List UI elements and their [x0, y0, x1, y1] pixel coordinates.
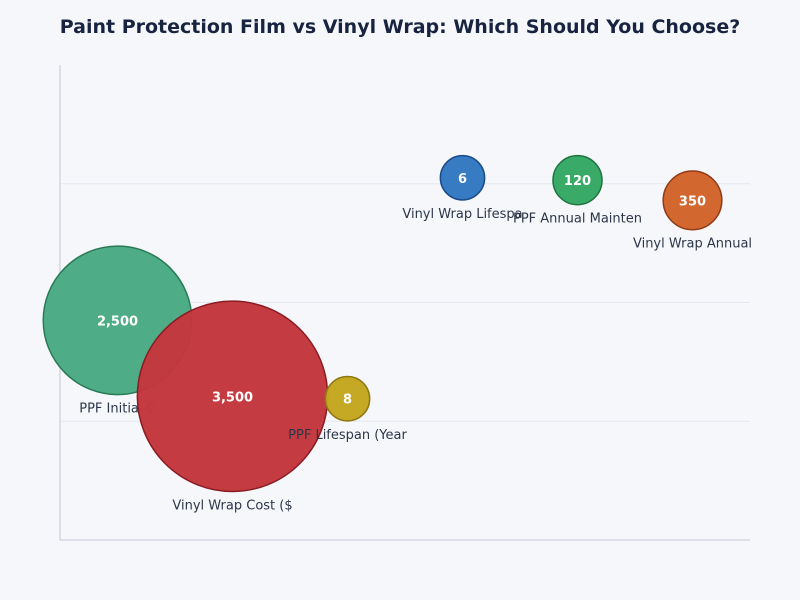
bubble-category-label: Vinyl Wrap Annual — [633, 237, 752, 252]
bubble-value-label: 6 — [458, 172, 467, 187]
bubble-category-label: PPF Annual Mainten — [513, 212, 642, 227]
bubble-category-label: Vinyl Wrap Lifespa — [402, 207, 522, 222]
bubble-category-label: PPF Lifespan (Year — [288, 428, 407, 443]
bubble-value-label: 8 — [343, 393, 352, 408]
bubble-category-label: PPF Initial C — [79, 402, 155, 417]
chart-title: Paint Protection Film vs Vinyl Wrap: Whi… — [59, 16, 741, 38]
bubble-value-label: 2,500 — [97, 314, 138, 329]
bubble — [324, 375, 371, 422]
bubble — [662, 170, 723, 231]
bubble-category-label: Vinyl Wrap Cost ($ — [172, 498, 292, 513]
bubble-value-label: 120 — [564, 174, 591, 189]
bubble — [439, 154, 486, 201]
bubble-value-label: 3,500 — [212, 390, 253, 405]
bubble — [552, 154, 603, 206]
bubble-value-label: 350 — [679, 194, 706, 209]
